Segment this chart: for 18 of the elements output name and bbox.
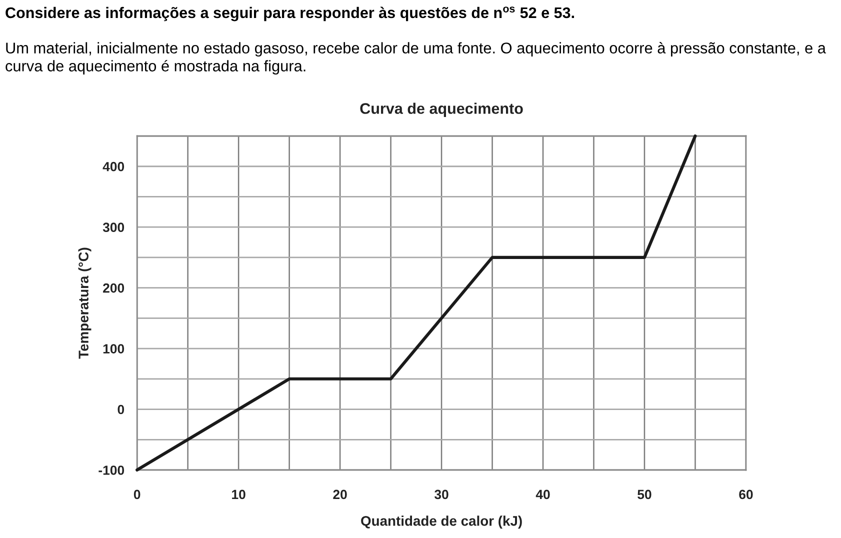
y-tick-label: 300 xyxy=(102,222,124,232)
y-tick-label: -100 xyxy=(98,466,124,475)
x-tick-label: 20 xyxy=(333,490,347,500)
text: Um material, inicialmente no estado gasoso, recebe calor de uma fonte. O aquecimento ocorre à pressão constante, e a curva de aquecimento é mostrada na figura. xyxy=(6,42,826,75)
x-tick-label: 0 xyxy=(134,490,140,500)
x-tick-label: 60 xyxy=(739,490,753,500)
x-tick-label: 50 xyxy=(638,490,652,500)
y-axis-title: Temperatura (°C) xyxy=(78,248,92,359)
chart-title: Curva de aquecimento xyxy=(360,102,523,117)
y-tick-label: 200 xyxy=(103,283,124,293)
x-tick-label: 40 xyxy=(536,490,550,500)
y-tick-label: 400 xyxy=(102,162,124,172)
text: Considere as informações a seguir para responder às questões de n$^{os}$ 52 e 53. xyxy=(6,6,574,22)
x-tick-label: 30 xyxy=(434,490,448,500)
y-tick-label: 0 xyxy=(118,404,124,414)
x-tick-label: 10 xyxy=(232,490,246,500)
y-tick-label: 100 xyxy=(103,344,124,354)
x-axis-title: Quantidade de calor (kJ) xyxy=(361,516,522,529)
